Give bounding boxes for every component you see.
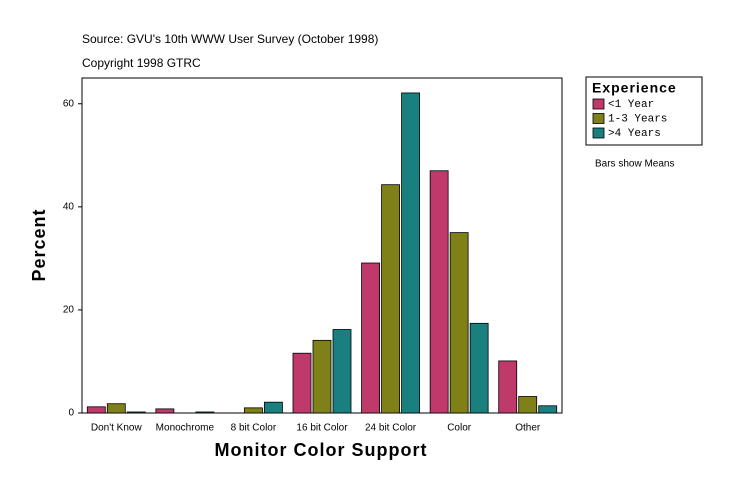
bar (195, 411, 215, 414)
bar (292, 352, 312, 414)
x-tick-label: Other (515, 423, 541, 434)
legend-swatch (592, 113, 605, 124)
bar (86, 406, 106, 414)
bar (264, 401, 283, 414)
bar (381, 184, 400, 414)
y-tick-label: 0 (68, 408, 74, 419)
bar (312, 339, 332, 414)
legend-label: >4 Years (608, 128, 661, 140)
bar (106, 403, 126, 414)
bar (401, 92, 420, 414)
bar (498, 360, 518, 414)
x-tick-label: 16 bit Color (296, 423, 348, 434)
chart-subtitle: Copyright 1998 GTRC (82, 56, 201, 70)
bar (449, 232, 469, 414)
x-tick-label: Don't Know (91, 423, 143, 434)
x-tick-label: 8 bit Color (231, 423, 277, 434)
y-tick-label: 20 (63, 305, 75, 316)
legend-swatch (592, 98, 605, 110)
y-axis-label: Percent (29, 208, 49, 281)
legend-swatch (592, 127, 605, 139)
legend-label: 1-3 Years (608, 113, 667, 125)
bar (469, 322, 489, 414)
bar (518, 396, 538, 414)
bar (538, 405, 558, 414)
bar (126, 411, 146, 414)
bar (332, 329, 352, 414)
bar (361, 262, 380, 414)
legend-title: Experience (592, 80, 677, 96)
legend-box (585, 76, 703, 146)
x-tick-label: Color (447, 423, 472, 434)
x-axis-label: Monitor Color Support (215, 440, 428, 460)
legend-label: <1 Year (608, 99, 654, 111)
chart-title: Source: GVU's 10th WWW User Survey (Octo… (82, 32, 378, 46)
annotation: Bars show Means (595, 159, 674, 170)
bar (429, 170, 449, 414)
bar (155, 408, 175, 414)
y-tick-label: 60 (63, 98, 75, 109)
y-tick-label: 40 (63, 201, 75, 212)
bar (244, 407, 263, 414)
x-tick-label: 24 bit Color (365, 423, 417, 434)
x-tick-label: Monochrome (156, 423, 215, 434)
